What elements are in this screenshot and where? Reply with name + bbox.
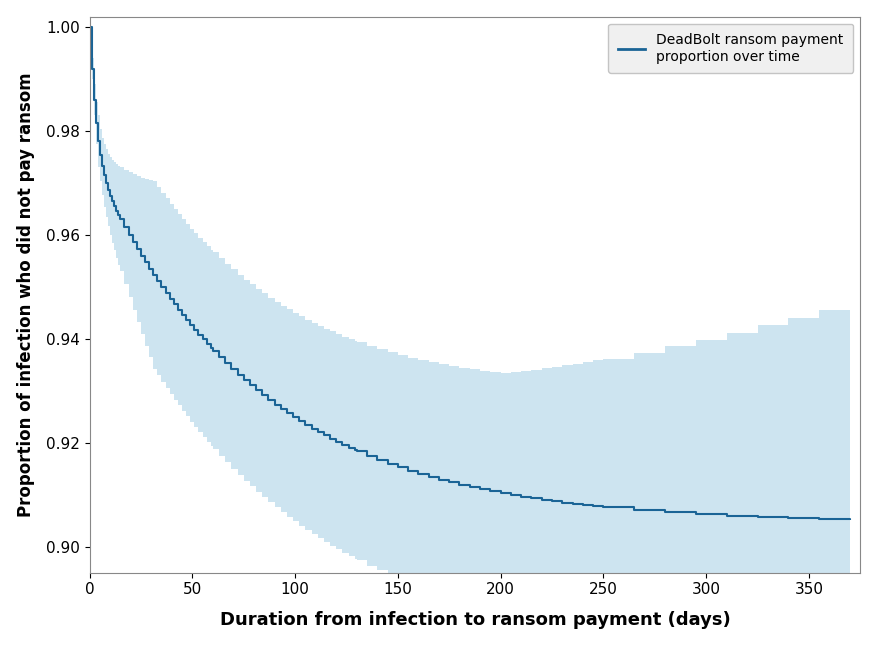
X-axis label: Duration from infection to ransom payment (days): Duration from infection to ransom paymen… [219, 611, 731, 629]
Legend: DeadBolt ransom payment
proportion over time: DeadBolt ransom payment proportion over … [608, 24, 853, 73]
Y-axis label: Proportion of infection who did not pay ransom: Proportion of infection who did not pay … [17, 72, 35, 517]
